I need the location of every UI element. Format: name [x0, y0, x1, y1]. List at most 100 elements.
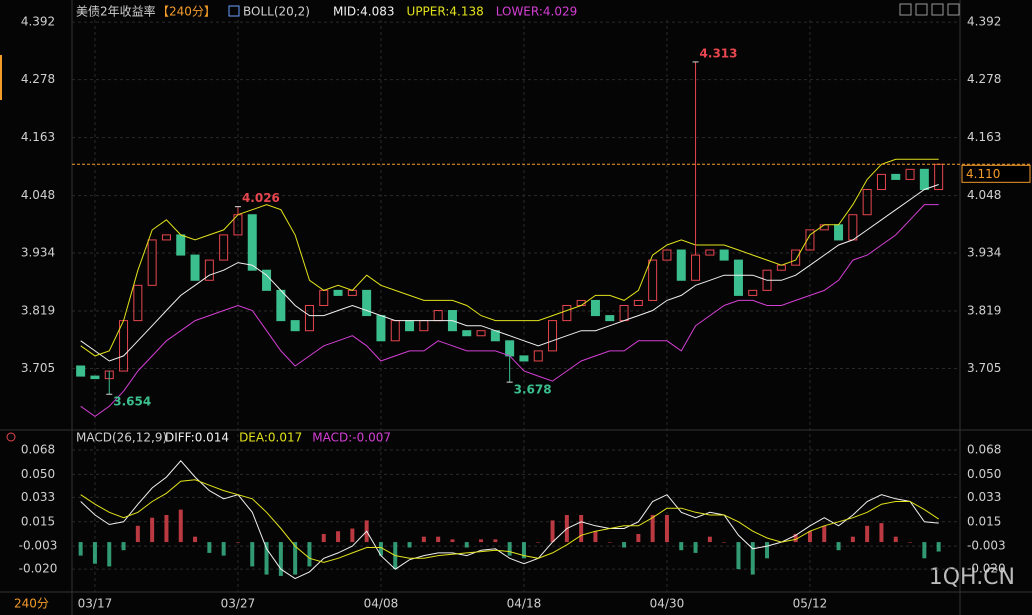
period-footer[interactable]: 240分 [14, 597, 49, 611]
macd-bar [264, 542, 269, 575]
macd-bar [450, 539, 455, 543]
candle [662, 249, 672, 261]
candle [748, 289, 758, 296]
y-tick-label: 0.050 [21, 467, 55, 481]
y-tick-label: -0.003 [19, 539, 58, 553]
macd-bar [493, 539, 498, 543]
macd-bar [664, 515, 669, 543]
extreme-label: 4.313 [700, 46, 738, 60]
macd-bar [436, 536, 441, 543]
macd-bar [193, 536, 198, 543]
y-tick-label-right: 3.819 [967, 304, 1001, 318]
macd-bar [893, 536, 898, 543]
y-tick-label-right: 4.163 [967, 130, 1001, 144]
candle [190, 254, 200, 281]
macd-bar [750, 542, 755, 575]
macd-bar [150, 517, 155, 543]
candle [791, 249, 801, 266]
last-price-box [961, 164, 1031, 183]
macd-bar [350, 528, 355, 543]
macd-bar [807, 531, 812, 543]
macd-bar [593, 531, 598, 543]
macd-bar [479, 539, 484, 543]
candle [605, 315, 615, 322]
y-tick-label: 3.705 [21, 361, 55, 375]
y-tick-label-right: 4.278 [967, 72, 1001, 86]
x-tick-label: 05/12 [793, 597, 828, 611]
macd-bar [736, 542, 741, 570]
candle [76, 365, 86, 377]
macd-bar [793, 533, 798, 543]
macd-bar [92, 542, 97, 564]
y-tick-label: -0.020 [19, 562, 58, 576]
macd-bar [221, 542, 226, 556]
tool-button[interactable] [899, 3, 912, 16]
macd-bar [78, 542, 83, 556]
extreme-label: 3.678 [514, 383, 552, 397]
indicator-readout: UPPER:4.138 [407, 5, 484, 19]
candle [490, 330, 500, 342]
candle [905, 168, 915, 180]
candle [876, 173, 886, 191]
macd-bar [178, 509, 183, 543]
macd-bar [922, 542, 927, 559]
candle [862, 189, 872, 216]
candle [262, 269, 272, 291]
candle [376, 315, 386, 342]
candle [919, 168, 929, 191]
x-tick-label: 04/30 [650, 597, 685, 611]
candle [462, 330, 472, 337]
candle [90, 375, 100, 380]
macd-line [80, 460, 939, 580]
macd-readout: MACD:-0.007 [312, 431, 391, 445]
macd-bar [378, 542, 383, 556]
chart-title: 美债2年收益率 [76, 4, 156, 19]
x-tick-label: 04/08 [364, 597, 399, 611]
macd-bar [407, 542, 412, 548]
macd-line [80, 479, 939, 563]
tool-button[interactable] [947, 3, 960, 16]
candle [290, 320, 300, 332]
indicator-name: BOLL(20,2) [243, 5, 310, 19]
candle [834, 224, 844, 241]
x-tick-label: 03/17 [78, 597, 113, 611]
macd-readout: DIFF:0.014 [165, 431, 229, 445]
macd-bar [507, 542, 512, 556]
macd-bar [121, 542, 126, 551]
macd-bar [607, 542, 612, 543]
candle [590, 299, 600, 317]
macd-bar [464, 542, 469, 548]
candle [304, 304, 314, 332]
extreme-label: 4.026 [242, 191, 280, 205]
panel-icon[interactable] [6, 432, 16, 442]
macd-title: MACD(26,12,9) [76, 431, 167, 445]
tool-button[interactable] [931, 3, 944, 16]
candle [476, 330, 486, 337]
macd-bar [865, 525, 870, 543]
macd-bar [850, 536, 855, 543]
y-tick-label: 3.819 [21, 304, 55, 318]
macd-bar [421, 536, 426, 543]
y-tick-label-right: 0.015 [967, 514, 1001, 528]
indicator-icon[interactable] [228, 5, 240, 17]
y-tick-label: 4.048 [21, 188, 55, 202]
macd-bar [235, 542, 240, 543]
y-tick-label-right: 0.033 [967, 490, 1001, 504]
y-tick-label-right: 0.050 [967, 467, 1001, 481]
candle [176, 234, 186, 256]
extreme-label: 3.654 [113, 395, 151, 409]
candle [533, 350, 543, 362]
y-tick-label: 0.068 [21, 443, 55, 457]
macd-bar [693, 542, 698, 553]
candle [891, 173, 901, 180]
candle [648, 259, 658, 301]
y-tick-label-right: 4.392 [967, 15, 1001, 29]
candle [705, 249, 715, 256]
candle [676, 249, 686, 281]
tool-button[interactable] [915, 3, 928, 16]
y-tick-label-right: 0.068 [967, 443, 1001, 457]
macd-bar [536, 542, 541, 543]
boll-line [80, 184, 939, 362]
y-tick-label: 4.278 [21, 72, 55, 86]
